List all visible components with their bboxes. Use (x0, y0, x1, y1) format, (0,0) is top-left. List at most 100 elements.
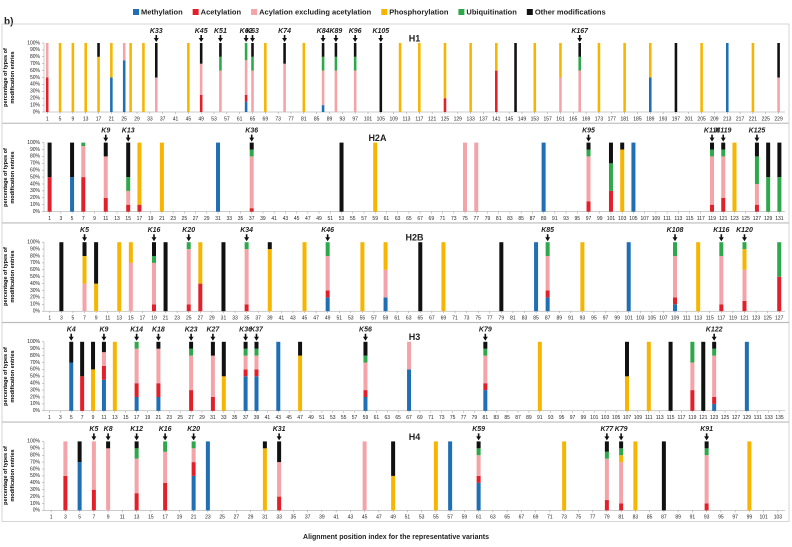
y-tick-label: 80% (30, 253, 41, 259)
bar-segment (97, 56, 100, 112)
bar-segment (712, 397, 717, 404)
bar-segment (58, 43, 62, 112)
x-tick-label: 29 (134, 116, 140, 122)
x-tick-label: 131 (754, 415, 763, 421)
x-tick-label: 69 (263, 116, 269, 122)
bar-segment (283, 43, 286, 64)
x-tick-label: 85 (504, 415, 510, 421)
annotation-arrow (352, 35, 358, 42)
bar-segment (243, 376, 248, 411)
bar-segment (379, 43, 383, 112)
y-tick-label: 50% (30, 374, 41, 380)
bar-segment (134, 397, 139, 411)
bar-segment (710, 204, 715, 212)
y-tick-label: 0% (33, 309, 41, 315)
annotation-label: K9 (101, 127, 110, 134)
bar-segment (586, 156, 591, 202)
x-tick-label: 97 (570, 415, 576, 421)
y-tick-label: 0% (33, 109, 41, 115)
bar-segment (777, 276, 782, 312)
bar-segment (80, 376, 85, 411)
bar-segment (254, 376, 259, 411)
x-tick-label: 33 (221, 415, 227, 421)
annotation-label: K4 (67, 327, 76, 334)
y-tick-label: 10% (30, 501, 41, 507)
panel-frame (1, 422, 790, 522)
annotation-arrow (618, 433, 624, 441)
x-tick-label: 89 (526, 415, 532, 421)
bar-segment (704, 448, 709, 456)
x-tick-label: 93 (340, 116, 346, 122)
bar-segment (710, 156, 715, 205)
x-tick-label: 77 (461, 415, 467, 421)
x-tick-label: 37 (255, 316, 261, 322)
y-tick-label: 60% (30, 466, 41, 472)
panel-frame (1, 123, 790, 223)
bar-segment (690, 341, 695, 363)
x-tick-label: 57 (361, 216, 367, 222)
x-tick-label: 29 (204, 216, 210, 222)
y-tick-label: 70% (30, 459, 41, 465)
y-tick-label: 30% (30, 487, 41, 493)
x-tick-label: 103 (774, 515, 783, 521)
y-tick-label: 50% (30, 473, 41, 479)
x-tick-label: 19 (177, 515, 183, 521)
annotation-arrow (378, 35, 384, 42)
x-tick-label: 119 (729, 316, 737, 322)
y-tick-label: 20% (30, 195, 41, 201)
x-tick-label: 103 (601, 415, 610, 421)
x-tick-label: 97 (586, 216, 592, 222)
annotation-label: K89 (329, 28, 342, 35)
x-tick-label: 35 (232, 415, 238, 421)
x-tick-label: 123 (730, 216, 739, 222)
annotation-arrow (250, 35, 256, 42)
bar-segment (84, 43, 87, 112)
x-tick-label: 25 (182, 216, 188, 222)
bar-segment (712, 348, 717, 356)
bar-segment (391, 475, 396, 511)
x-tick-label: 75 (462, 216, 468, 222)
bar-segment (137, 142, 142, 205)
x-tick-label: 13 (114, 216, 120, 222)
bar-segment (721, 142, 726, 150)
bar-segment (499, 242, 504, 312)
annotation-label: K8 (104, 426, 113, 433)
bar-segment (186, 242, 191, 250)
x-tick-label: 105 (377, 116, 386, 122)
bar-segment (690, 390, 695, 411)
x-tick-label: 33 (147, 116, 153, 122)
bar-segment (189, 390, 194, 411)
bar-segment (353, 56, 357, 71)
x-tick-label: 113 (402, 116, 410, 122)
x-tick-label: 117 (415, 116, 423, 122)
x-tick-label: 133 (764, 415, 773, 421)
bar-segment (298, 341, 303, 356)
bar-segment (117, 242, 122, 312)
bar-segment (134, 493, 139, 511)
annotation-arrow (476, 433, 482, 441)
x-tick-label: 19 (145, 415, 151, 421)
annotation-label: K12 (130, 426, 143, 433)
bar-segment (619, 503, 624, 511)
bar-segment (719, 242, 724, 256)
y-tick-label: 40% (30, 181, 41, 187)
x-tick-label: 55 (360, 316, 366, 322)
bar-segment (106, 448, 111, 511)
bar-segment (244, 249, 249, 305)
annotation-label: K63 (246, 28, 259, 35)
bar-segment (134, 458, 139, 494)
x-tick-label: 47 (313, 316, 319, 322)
bar-segment (360, 242, 365, 312)
annotation-label: K85 (541, 227, 554, 234)
bar-segment (321, 70, 325, 106)
x-tick-label: 71 (440, 216, 446, 222)
x-tick-label: 45 (362, 515, 368, 521)
panel-title: H3 (409, 332, 421, 342)
bar-segment (363, 362, 368, 391)
panel-frame (1, 322, 790, 423)
x-tick-label: 45 (294, 216, 300, 222)
x-tick-label: 41 (333, 515, 339, 521)
x-tick-label: 71 (452, 316, 458, 322)
bar-segment (254, 369, 259, 377)
annotation-label: K20 (182, 227, 195, 234)
